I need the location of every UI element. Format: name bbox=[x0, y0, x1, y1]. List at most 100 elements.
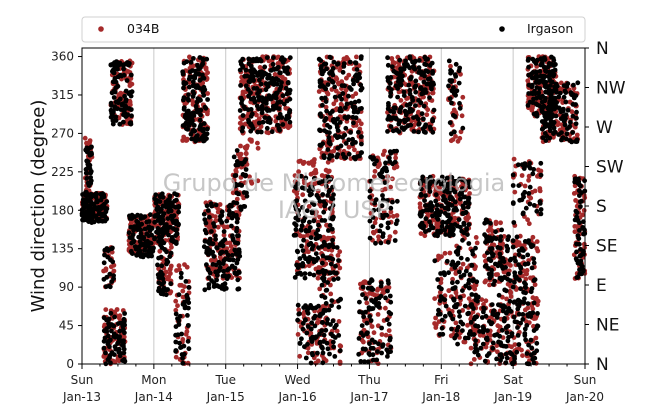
point-034b bbox=[523, 271, 529, 276]
point-irgason bbox=[351, 120, 356, 126]
point-irgason bbox=[358, 330, 364, 336]
point-irgason bbox=[180, 71, 186, 77]
point-irgason bbox=[455, 341, 460, 347]
point-irgason bbox=[397, 57, 403, 63]
point-irgason bbox=[463, 268, 469, 274]
point-irgason bbox=[207, 236, 213, 242]
point-034b bbox=[222, 224, 227, 230]
point-irgason bbox=[178, 270, 184, 276]
point-irgason bbox=[328, 141, 333, 147]
point-irgason bbox=[170, 214, 176, 220]
point-irgason bbox=[390, 199, 395, 205]
point-irgason bbox=[94, 216, 100, 222]
point-irgason bbox=[172, 198, 178, 204]
point-irgason bbox=[222, 237, 228, 243]
point-034b bbox=[468, 345, 474, 351]
point-irgason bbox=[419, 212, 424, 218]
point-034b bbox=[101, 268, 106, 274]
point-034b bbox=[184, 264, 190, 270]
point-irgason bbox=[152, 235, 158, 241]
point-irgason bbox=[335, 116, 340, 122]
point-irgason bbox=[206, 267, 211, 273]
point-irgason bbox=[121, 357, 127, 362]
point-irgason bbox=[102, 252, 107, 258]
point-irgason bbox=[335, 276, 341, 281]
point-irgason bbox=[184, 292, 190, 298]
point-034b bbox=[574, 132, 580, 138]
point-irgason bbox=[356, 98, 362, 104]
point-irgason bbox=[386, 280, 391, 286]
point-034b bbox=[305, 232, 310, 238]
point-034b bbox=[346, 144, 352, 150]
point-034b bbox=[306, 204, 312, 209]
point-irgason bbox=[364, 331, 370, 337]
point-irgason bbox=[101, 315, 107, 321]
point-034b bbox=[538, 168, 544, 174]
point-irgason bbox=[385, 129, 390, 134]
point-irgason bbox=[368, 318, 374, 323]
point-irgason bbox=[317, 111, 323, 117]
point-irgason bbox=[325, 147, 331, 153]
point-034b bbox=[335, 80, 341, 86]
point-irgason bbox=[147, 251, 152, 256]
point-irgason bbox=[325, 317, 330, 322]
point-irgason bbox=[115, 106, 120, 112]
point-irgason bbox=[419, 111, 425, 117]
point-irgason bbox=[392, 238, 398, 243]
point-irgason bbox=[277, 111, 283, 117]
point-irgason bbox=[248, 122, 254, 128]
point-irgason bbox=[309, 337, 315, 343]
point-irgason bbox=[186, 305, 191, 311]
point-irgason bbox=[477, 329, 482, 334]
point-irgason bbox=[365, 285, 371, 291]
point-034b bbox=[301, 159, 307, 165]
point-irgason bbox=[297, 270, 303, 276]
point-irgason bbox=[394, 127, 399, 133]
point-irgason bbox=[397, 107, 403, 113]
point-irgason bbox=[535, 311, 540, 316]
point-irgason bbox=[422, 198, 427, 204]
point-irgason bbox=[401, 127, 407, 132]
point-irgason bbox=[107, 338, 112, 344]
point-irgason bbox=[430, 117, 435, 122]
point-irgason bbox=[155, 262, 160, 268]
point-irgason bbox=[322, 295, 328, 300]
point-irgason bbox=[325, 346, 331, 352]
point-irgason bbox=[460, 328, 465, 333]
point-irgason bbox=[449, 88, 455, 94]
point-034b bbox=[529, 107, 535, 113]
point-irgason bbox=[306, 257, 312, 262]
point-irgason bbox=[387, 155, 392, 161]
point-irgason bbox=[123, 88, 129, 94]
point-irgason bbox=[346, 151, 352, 157]
point-034b bbox=[394, 213, 400, 218]
point-irgason bbox=[408, 75, 414, 80]
point-irgason bbox=[443, 232, 448, 237]
point-irgason bbox=[130, 232, 136, 237]
point-irgason bbox=[176, 292, 182, 298]
point-irgason bbox=[397, 82, 403, 88]
point-irgason bbox=[201, 244, 207, 250]
point-irgason bbox=[185, 313, 190, 318]
point-irgason bbox=[450, 232, 456, 238]
point-irgason bbox=[197, 77, 203, 83]
point-irgason bbox=[178, 275, 184, 280]
point-irgason bbox=[456, 217, 462, 223]
point-irgason bbox=[411, 64, 417, 70]
point-irgason bbox=[341, 61, 347, 66]
point-irgason bbox=[319, 344, 325, 350]
point-irgason bbox=[454, 207, 459, 213]
point-irgason bbox=[457, 101, 462, 106]
point-034b bbox=[369, 291, 375, 297]
point-irgason bbox=[360, 284, 366, 290]
point-irgason bbox=[321, 239, 327, 245]
point-irgason bbox=[455, 279, 460, 285]
point-irgason bbox=[449, 326, 454, 332]
point-irgason bbox=[238, 83, 244, 88]
point-irgason bbox=[329, 303, 334, 308]
point-irgason bbox=[490, 345, 496, 351]
point-irgason bbox=[465, 335, 471, 341]
point-irgason bbox=[481, 309, 486, 315]
point-irgason bbox=[325, 280, 330, 285]
point-irgason bbox=[352, 105, 358, 110]
